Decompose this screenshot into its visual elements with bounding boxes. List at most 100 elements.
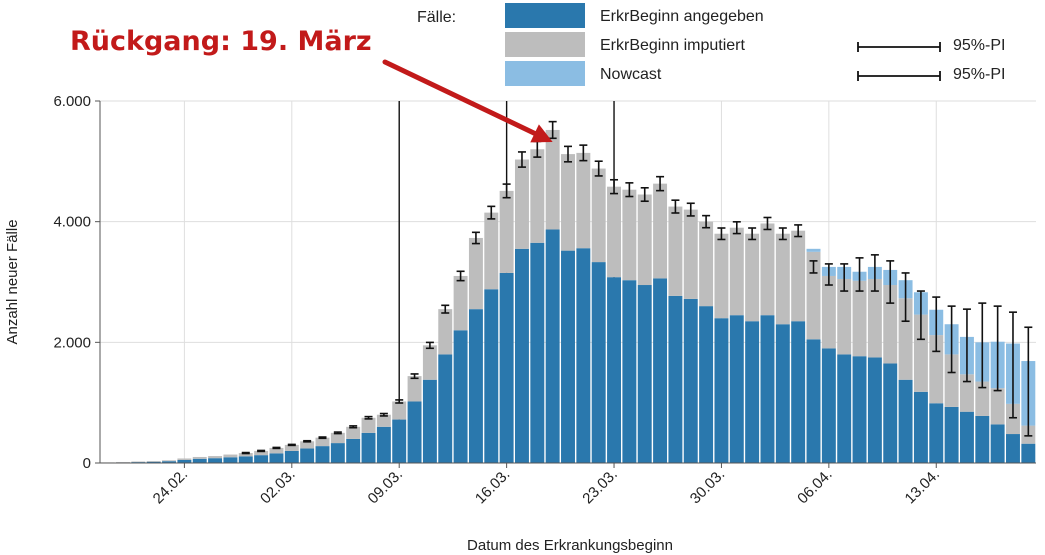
bar-segment: [607, 186, 622, 278]
y-tick-label: 4.000: [53, 214, 91, 231]
bar-segment: [392, 401, 407, 420]
error-bar: [778, 227, 787, 241]
error-bar: [502, 183, 511, 199]
bar-segment: [146, 461, 161, 462]
bar-segment: [284, 450, 299, 463]
bar-segment: [361, 417, 376, 433]
bar-segment: [407, 401, 422, 463]
error-bar: [1008, 311, 1017, 419]
annotation-arrow-shaft: [382, 59, 538, 136]
legend-label: ErkrBeginn imputiert: [600, 37, 746, 54]
legend-pi-symbol: [857, 42, 941, 52]
legend-pi-label: 95%-PI: [953, 66, 1005, 83]
bar-segment: [990, 388, 1005, 425]
bar-segment: [959, 374, 974, 412]
bar-segment: [959, 411, 974, 463]
error-bar: [333, 431, 342, 435]
bars: [100, 129, 1036, 463]
error-bar: [717, 227, 726, 241]
error-bar: [364, 415, 373, 420]
bar-segment: [852, 356, 867, 463]
error-bar: [441, 304, 450, 314]
annotation-text: Rückgang: 19. März: [70, 26, 372, 57]
bar-segment: [1006, 403, 1020, 435]
error-bar: [410, 373, 419, 380]
error-bars: [241, 120, 1033, 455]
bar-segment: [852, 280, 867, 357]
bar-segment: [407, 376, 422, 402]
error-bar: [471, 231, 480, 245]
bar-segment: [499, 190, 514, 273]
bar-segment: [944, 354, 959, 407]
y-tick-label: 2.000: [53, 334, 91, 351]
error-bar: [978, 302, 987, 389]
bar-segment: [990, 424, 1005, 463]
bar-segment: [192, 458, 207, 463]
y-tick-label: 0: [83, 455, 91, 472]
error-bar: [947, 305, 956, 374]
bar-segment: [300, 448, 315, 463]
bar-segment: [683, 298, 698, 463]
error-bar: [686, 202, 695, 217]
legend-label: Nowcast: [600, 66, 662, 83]
bar-segment: [622, 189, 637, 281]
bar-segment: [898, 379, 913, 463]
legend-pi-symbol: [857, 71, 941, 81]
error-bar: [656, 175, 665, 192]
bar-segment: [729, 227, 744, 316]
x-tick-label: 09.03.: [365, 466, 407, 508]
bar-segment: [514, 248, 529, 463]
error-bar: [640, 187, 649, 203]
bar-segment: [791, 230, 806, 322]
bar-segment: [223, 457, 238, 463]
bar-segment: [745, 321, 760, 463]
bar-segment: [315, 437, 330, 447]
legend-item: Nowcast 95%-PI: [505, 61, 1005, 86]
error-bar: [318, 436, 327, 440]
error-bar: [456, 270, 465, 282]
error-bar: [809, 260, 818, 274]
error-bar: [579, 144, 588, 162]
x-tick-label: 24.02.: [150, 466, 192, 508]
bar-segment: [376, 426, 391, 463]
bar-segment: [760, 223, 775, 316]
error-bar: [671, 199, 680, 214]
annotation: Rückgang: 19. März: [70, 26, 553, 143]
bar-segment: [1006, 434, 1020, 463]
bar-segment: [745, 233, 760, 322]
bar-segment: [775, 324, 790, 463]
error-bar: [625, 182, 634, 198]
bar-segment: [269, 453, 284, 463]
bar-segment: [468, 237, 483, 310]
bar-segment: [361, 432, 376, 463]
bar-segment: [591, 262, 606, 463]
bar-segment: [146, 461, 161, 463]
error-bar: [349, 425, 358, 429]
x-tick-label: 13.04.: [902, 466, 944, 508]
bar-segment: [545, 229, 560, 463]
bar-segment: [867, 357, 882, 463]
bar-segment: [208, 456, 223, 459]
bar-segment: [576, 152, 591, 249]
bar-segment: [545, 129, 560, 230]
error-bar: [763, 216, 772, 231]
error-bar: [517, 151, 526, 168]
error-bar: [702, 214, 711, 229]
bar-segment: [837, 354, 852, 463]
bar-segment: [883, 285, 898, 364]
bar-segment: [653, 278, 668, 463]
x-tick-label: 23.03.: [579, 466, 621, 508]
bar-segment: [622, 280, 637, 463]
bar-segment: [330, 432, 345, 444]
bar-segment: [944, 406, 959, 463]
error-bar: [916, 290, 925, 341]
bar-segment: [438, 309, 453, 355]
bar-segment: [530, 149, 545, 243]
error-bar: [901, 272, 910, 323]
bar-segment: [806, 339, 821, 463]
bar-segment: [330, 443, 345, 463]
error-bar: [287, 443, 296, 447]
error-bar: [425, 341, 434, 350]
bar-segment: [484, 289, 499, 463]
bar-segment: [162, 460, 177, 462]
